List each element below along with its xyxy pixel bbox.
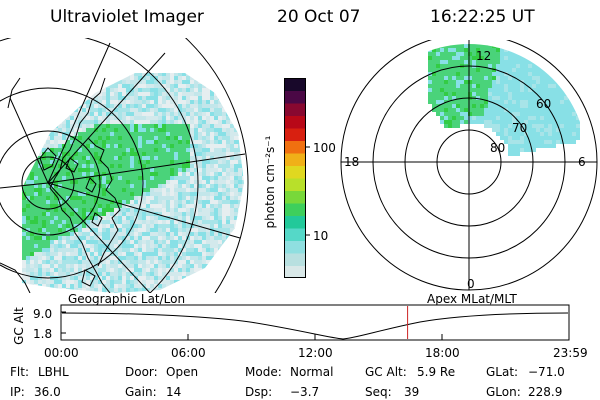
- geo-lat-circle: [0, 38, 199, 293]
- info-label-flt: Flt:: [10, 365, 29, 379]
- mlt-label-0: 0: [467, 277, 475, 291]
- info-value-glon: 228.9: [528, 385, 563, 399]
- polar-panel-label: Apex MLat/MLT: [427, 292, 517, 306]
- colorbar-unit-label: photon cm⁻²s⁻¹: [263, 135, 277, 229]
- coastline: [0, 77, 121, 293]
- timeline-xtick: 06:00: [171, 346, 206, 360]
- altitude-timeline: [60, 304, 570, 341]
- info-label-door: Door:: [125, 365, 158, 379]
- geo-meridian: [47, 42, 111, 184]
- info-value-door: Open: [166, 365, 199, 379]
- info-value-gcalt: 5.9 Re: [417, 365, 456, 379]
- geo-meridian: [9, 97, 49, 184]
- info-label-gcalt: GC Alt:: [365, 365, 407, 379]
- timeline-xtick: 00:00: [44, 346, 79, 360]
- info-value-dsp: −3.7: [290, 385, 320, 399]
- geographic-image-panel: [0, 38, 249, 293]
- geo-meridian: [47, 182, 151, 293]
- geo-panel-label: Geographic Lat/Lon: [68, 292, 186, 306]
- polar-image-panel: [340, 40, 598, 291]
- info-label-ip: IP:: [10, 385, 25, 399]
- info-label-dsp: Dsp:: [245, 385, 273, 399]
- mlat-label-60: 60: [536, 97, 552, 111]
- geo-meridian: [47, 52, 166, 184]
- altitude-curve: [61, 312, 569, 340]
- info-value-gain: 14: [166, 385, 182, 399]
- timeline-xtick: 18:00: [425, 346, 460, 360]
- geo-meridian: [47, 153, 246, 184]
- color-bar: [284, 78, 310, 278]
- mlat-label-80: 80: [490, 141, 506, 155]
- geo-lat-circle: [21, 156, 75, 210]
- geo-lat-circle: [0, 87, 144, 279]
- info-label-glon: GLon:: [486, 385, 521, 399]
- info-label-mode: Mode:: [245, 365, 282, 379]
- mlt-label-18: 18: [344, 155, 360, 169]
- info-value-seq: 39: [404, 385, 420, 399]
- mlt-label-6: 6: [578, 155, 586, 169]
- observation-time: 16:22:25 UT: [430, 7, 535, 27]
- info-label-glat: GLat:: [486, 365, 519, 379]
- info-value-flt: LBHL: [38, 365, 69, 379]
- info-value-ip: 36.0: [34, 385, 61, 399]
- timeline-ytick-bottom: 1.8: [33, 327, 53, 341]
- instrument-title: Ultraviolet Imager: [50, 7, 204, 27]
- timeline-ylabel: GC Alt: [12, 307, 26, 345]
- geo-meridian: [0, 182, 49, 189]
- timeline-xtick: 23:59: [553, 346, 588, 360]
- info-value-mode: Normal: [290, 365, 334, 379]
- info-value-glat: −71.0: [528, 365, 565, 379]
- info-label-gain: Gain:: [125, 385, 157, 399]
- observation-date: 20 Oct 07: [277, 7, 361, 27]
- timeline-ytick-top: 9.0: [33, 307, 53, 321]
- colorbar-tick-10: 10: [313, 229, 329, 243]
- geo-meridian: [47, 182, 241, 239]
- mlat-label-70: 70: [512, 121, 528, 135]
- colorbar-tick-100: 100: [313, 141, 336, 155]
- timeline-xtick: 12:00: [298, 346, 333, 360]
- geo-lat-circle: [184, 38, 249, 293]
- mlt-label-12: 12: [476, 49, 492, 63]
- info-label-seq: Seq:: [365, 385, 392, 399]
- geo-lat-circle: [0, 130, 101, 236]
